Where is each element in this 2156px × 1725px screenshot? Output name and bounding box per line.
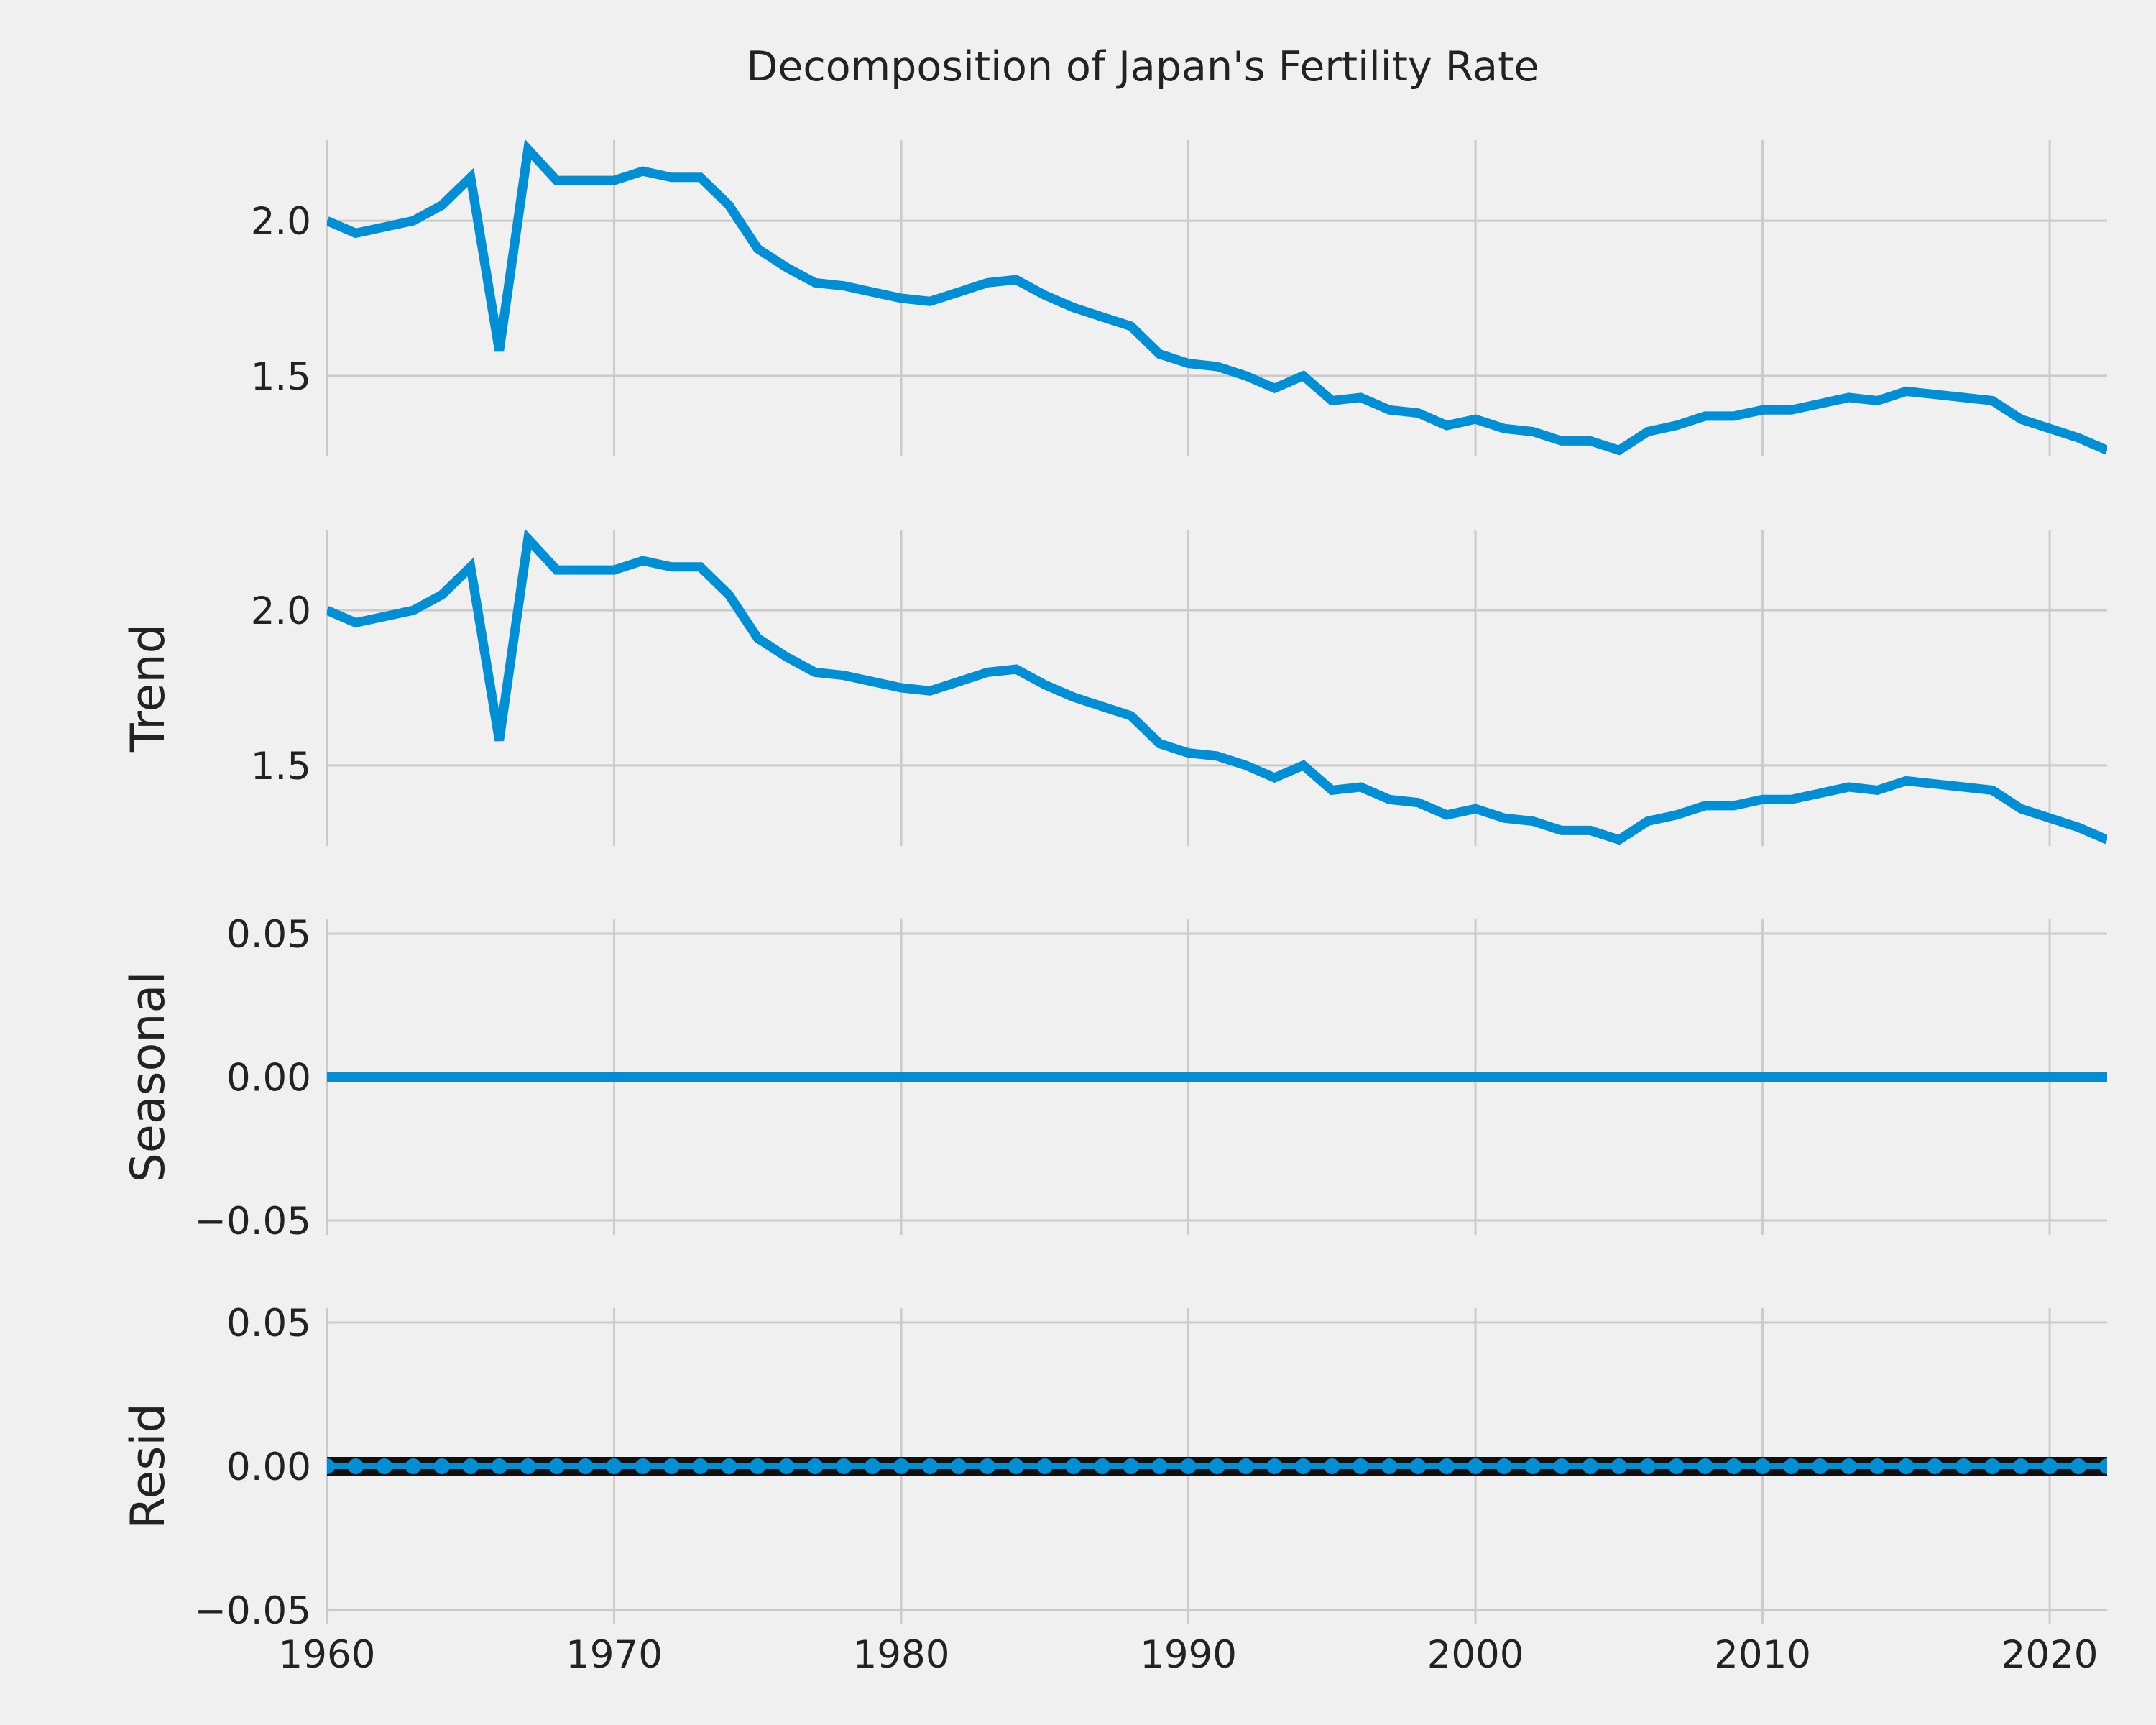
y-tick-label: 1.5 — [251, 745, 311, 788]
resid-point — [2099, 1458, 2107, 1474]
resid-point — [663, 1458, 680, 1474]
resid-point — [1754, 1458, 1771, 1474]
resid-point — [462, 1458, 479, 1474]
resid-point — [2042, 1458, 2058, 1474]
series-line-trend — [327, 528, 2107, 845]
panel-seasonal: −0.05 0.00 0.05 Seasonal — [121, 913, 2107, 1243]
y-tick-label: 2.0 — [251, 200, 311, 244]
resid-point — [1123, 1458, 1139, 1474]
x-tick-label: 1980 — [853, 1633, 950, 1677]
resid-point — [577, 1458, 594, 1474]
resid-point — [1094, 1458, 1110, 1474]
resid-point — [865, 1458, 881, 1474]
resid-point — [1783, 1458, 1800, 1474]
y-axis-label: Trend — [121, 624, 175, 753]
x-tick-label: 1970 — [566, 1633, 663, 1677]
plot-area — [327, 528, 2107, 845]
resid-point — [1439, 1458, 1455, 1474]
resid-point — [2013, 1458, 2030, 1474]
resid-point — [921, 1458, 938, 1474]
resid-point — [1582, 1458, 1598, 1474]
resid-point — [1611, 1458, 1627, 1474]
resid-point — [692, 1458, 709, 1474]
resid-point — [807, 1458, 824, 1474]
resid-point — [950, 1458, 967, 1474]
y-tick-label: 1.5 — [251, 355, 311, 399]
resid-point — [433, 1458, 450, 1474]
resid-point — [1726, 1458, 1742, 1474]
resid-point — [1381, 1458, 1398, 1474]
x-tick-label: 2020 — [2001, 1633, 2099, 1677]
panel-observed: 1.5 2.0 — [251, 139, 2107, 456]
y-tick-label: 2.0 — [251, 589, 311, 633]
y-tick-label: −0.05 — [195, 1589, 311, 1633]
resid-point — [1209, 1458, 1225, 1474]
resid-point — [1238, 1458, 1254, 1474]
series-line-observed — [327, 139, 2107, 456]
resid-point — [1468, 1458, 1484, 1474]
resid-point — [1353, 1458, 1369, 1474]
y-tick-label: 0.00 — [226, 1445, 311, 1489]
panels-container: 1.52.01.52.0Trend−0.050.000.05Seasonal−0… — [121, 139, 2107, 1677]
y-tick-label: 0.05 — [226, 913, 311, 957]
x-tick-label: 1990 — [1140, 1633, 1237, 1677]
resid-point — [1065, 1458, 1082, 1474]
resid-point — [635, 1458, 651, 1474]
resid-point — [1898, 1458, 1915, 1474]
resid-point — [1927, 1458, 1943, 1474]
resid-point — [1524, 1458, 1541, 1474]
resid-point — [893, 1458, 910, 1474]
plot-area — [327, 139, 2107, 456]
x-tick-label: 2000 — [1427, 1633, 1524, 1677]
resid-point — [1180, 1458, 1197, 1474]
resid-point — [1955, 1458, 1972, 1474]
resid-point — [1639, 1458, 1656, 1474]
resid-point — [405, 1458, 421, 1474]
x-tick-label: 1960 — [279, 1633, 376, 1677]
resid-point — [1036, 1458, 1053, 1474]
resid-point — [347, 1458, 364, 1474]
x-tick-label: 2010 — [1714, 1633, 1811, 1677]
plot-area — [327, 1457, 2107, 1476]
resid-point — [491, 1458, 507, 1474]
resid-point — [1295, 1458, 1312, 1474]
resid-point — [606, 1458, 622, 1474]
resid-point — [1668, 1458, 1685, 1474]
resid-point — [548, 1458, 565, 1474]
y-axis-label: Resid — [121, 1403, 175, 1529]
resid-point — [1553, 1458, 1570, 1474]
resid-point — [721, 1458, 737, 1474]
resid-point — [1324, 1458, 1340, 1474]
y-tick-label: 0.00 — [226, 1057, 311, 1100]
resid-point — [376, 1458, 392, 1474]
resid-point — [778, 1458, 795, 1474]
panel-trend: 1.5 2.0 Trend — [121, 528, 2107, 846]
resid-point — [1151, 1458, 1168, 1474]
panel-resid: −0.05 0.00 0.05 Resid 1960 1970 1980 1990 2000 20… — [121, 1302, 2107, 1677]
resid-point — [1008, 1458, 1024, 1474]
resid-point — [836, 1458, 852, 1474]
resid-point — [1266, 1458, 1283, 1474]
resid-point — [520, 1458, 536, 1474]
resid-point — [979, 1458, 995, 1474]
y-tick-label: 0.05 — [226, 1302, 311, 1346]
y-axis-label: Seasonal — [121, 972, 175, 1183]
resid-point — [1869, 1458, 1886, 1474]
resid-point — [1984, 1458, 2001, 1474]
resid-point — [1841, 1458, 1857, 1474]
y-tick-label: −0.05 — [195, 1200, 311, 1243]
resid-point — [1812, 1458, 1828, 1474]
chart-title: Decomposition of Japan's Fertility Rate — [746, 43, 1539, 91]
resid-point — [750, 1458, 766, 1474]
resid-point — [1496, 1458, 1513, 1474]
resid-point — [1697, 1458, 1713, 1474]
resid-point — [1410, 1458, 1427, 1474]
resid-point — [2070, 1458, 2087, 1474]
resid-point — [327, 1458, 335, 1474]
